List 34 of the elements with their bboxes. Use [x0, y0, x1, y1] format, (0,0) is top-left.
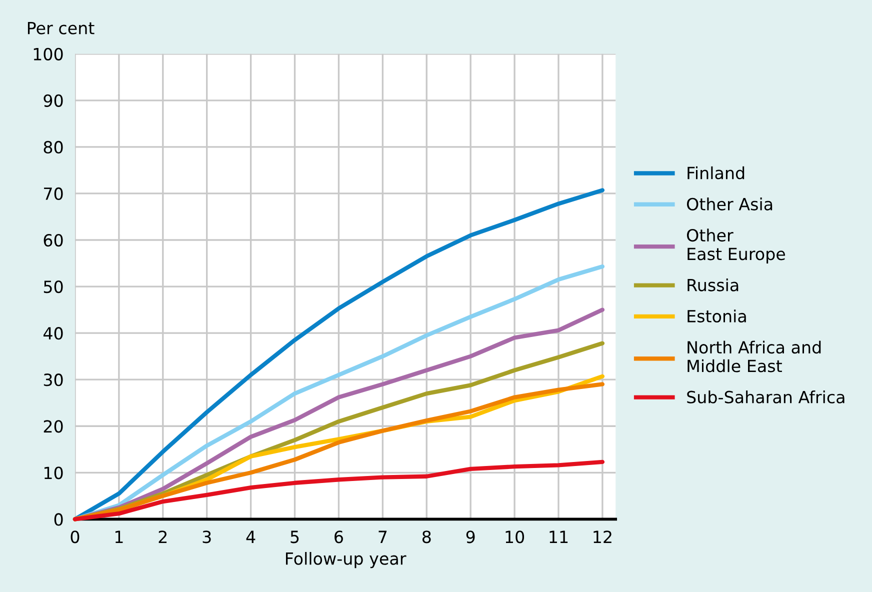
- x-axis-title: Follow-up year: [286, 552, 406, 568]
- x-tick-label: 11: [550, 530, 568, 543]
- y-tick-label: 50: [44, 280, 63, 294]
- y-tick-label: 40: [43, 327, 63, 340]
- y-tick-label: 70: [44, 187, 63, 200]
- y-tick-label: 30: [44, 374, 63, 386]
- y-tick-label: 0: [54, 513, 63, 526]
- legend-label: Finland: [688, 166, 744, 180]
- legend-label: Russia: [688, 278, 738, 292]
- y-axis-title: Per cent: [28, 22, 94, 34]
- x-tick-label: 1: [115, 530, 123, 543]
- x-tick-label: 12: [594, 530, 612, 543]
- x-tick-label: 4: [246, 530, 256, 543]
- x-tick-label: 9: [466, 530, 475, 544]
- x-tick-label: 8: [422, 530, 431, 544]
- y-tick-label: 10: [44, 466, 63, 480]
- legend-label: Estonia: [688, 310, 746, 322]
- line-series: [72, 460, 605, 522]
- x-tick-label: 2: [158, 530, 167, 543]
- x-tick-label: 6: [334, 530, 343, 544]
- x-tick-label: 7: [378, 530, 387, 543]
- legend-label: Other East Europe: [686, 228, 786, 264]
- y-tick-label: 80: [44, 140, 63, 154]
- x-tick-label: 5: [290, 530, 299, 544]
- legend-label: North Africa and Middle East: [688, 340, 821, 372]
- y-tick-label: 20: [44, 420, 63, 433]
- x-tick-label: 0: [70, 530, 80, 544]
- y-tick-label: 90: [44, 94, 63, 107]
- x-tick-label: 3: [202, 530, 211, 544]
- legend-label: Other Asia: [686, 198, 772, 210]
- y-tick-label: 100: [34, 48, 63, 60]
- y-tick-label: 60: [44, 234, 63, 247]
- legend-label: Sub-Saharan Africa: [687, 390, 844, 404]
- x-tick-label: 10: [506, 530, 524, 544]
